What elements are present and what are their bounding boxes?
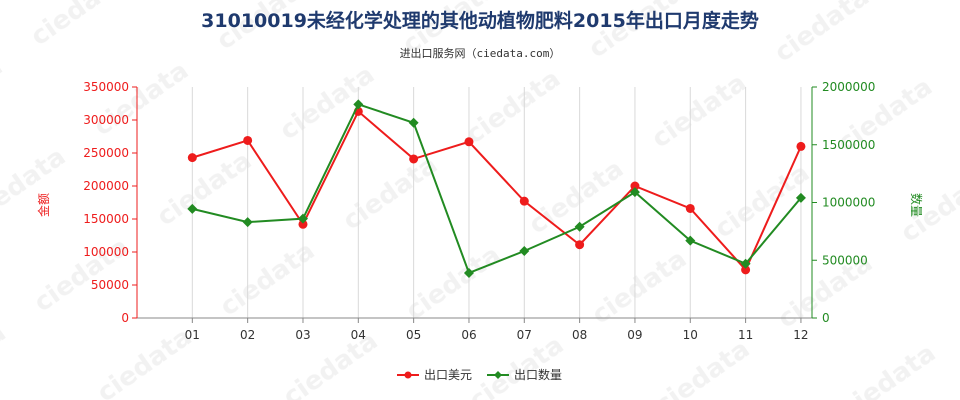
series-1-point-01: [187, 153, 197, 163]
series-2-point-01: [187, 203, 198, 214]
left-axis-label: 金额: [36, 193, 51, 217]
series-2-point-12: [795, 192, 806, 203]
series-2-point-03: [297, 213, 308, 224]
left-tick-label: 350000: [83, 80, 129, 94]
left-y-axis: 0 50000 100000 150000 200000 250000 300000 3500…: [83, 80, 138, 325]
series-2-point-05: [408, 117, 419, 128]
series-1-point-12: [796, 141, 806, 151]
x-tick-label: 04: [351, 328, 366, 342]
series-2-point-10: [685, 235, 696, 246]
right-tick-label: 1500000: [822, 138, 875, 152]
chart-subtitle: 进出口服务网（ciedata.com）: [400, 46, 561, 60]
legend-label: 出口数量: [514, 367, 562, 382]
x-tick-label: 01: [185, 328, 200, 342]
legend-diamond-marker: [494, 371, 502, 379]
series-2-point-04: [353, 99, 364, 110]
right-axis-label: 数量: [909, 193, 924, 217]
x-axis: 01 02 03 04 05 06 07 08 09 10 11 12: [185, 318, 809, 342]
legend-item-2: 出口数量: [487, 367, 562, 382]
series-1-point-09: [630, 181, 640, 191]
legend-circle-marker: [404, 371, 412, 379]
x-tick-label: 09: [627, 328, 642, 342]
left-tick-label: 250000: [83, 146, 129, 160]
x-tick-label: 07: [517, 328, 532, 342]
series-2-point-02: [242, 217, 253, 228]
chart-title: 31010019未经化学处理的其他动植物肥料2015年出口月度走势: [201, 9, 759, 32]
right-tick-label: 2000000: [822, 80, 875, 94]
x-tick-label: 08: [572, 328, 587, 342]
series-line-2: [192, 103, 802, 275]
x-tick-label: 05: [406, 328, 421, 342]
x-tick-label: 02: [240, 328, 255, 342]
series-2-point-11: [740, 258, 751, 269]
left-tick-label: 150000: [83, 212, 129, 226]
series-1-point-05: [409, 154, 419, 164]
series-1-point-06: [464, 137, 474, 147]
right-tick-label: 500000: [822, 253, 868, 267]
series-1-point-03: [298, 219, 308, 229]
right-tick-label: 1000000: [822, 196, 875, 210]
left-tick-label: 200000: [83, 179, 129, 193]
x-tick-label: 11: [738, 328, 753, 342]
vertical-gridlines: [191, 87, 802, 318]
x-tick-label: 10: [683, 328, 698, 342]
series-1-point-07: [519, 196, 529, 206]
right-tick-label: 0: [822, 311, 830, 325]
series-1-point-10: [685, 203, 695, 213]
series-1-point-08: [575, 240, 585, 250]
x-tick-label: 06: [461, 328, 476, 342]
series-layer: [187, 99, 806, 278]
series-2-point-07: [519, 246, 530, 257]
left-tick-label: 300000: [83, 113, 129, 127]
x-tick-label: 12: [793, 328, 808, 342]
right-y-axis: 0 500000 1000000 1500000 2000000: [811, 80, 875, 325]
legend-label: 出口美元: [424, 368, 472, 382]
left-tick-label: 100000: [83, 245, 129, 259]
series-1-point-02: [243, 135, 253, 145]
legend-item-1: 出口美元: [397, 368, 472, 382]
x-tick-label: 03: [295, 328, 310, 342]
left-tick-label: 0: [121, 311, 129, 325]
series-2-point-08: [574, 221, 585, 232]
left-tick-label: 50000: [91, 278, 129, 292]
series-2-point-09: [629, 187, 640, 198]
series-2-point-06: [463, 267, 474, 278]
series-line-1: [192, 109, 802, 272]
legend: 出口美元 出口数量: [397, 367, 562, 382]
series-1-point-11: [741, 265, 751, 275]
